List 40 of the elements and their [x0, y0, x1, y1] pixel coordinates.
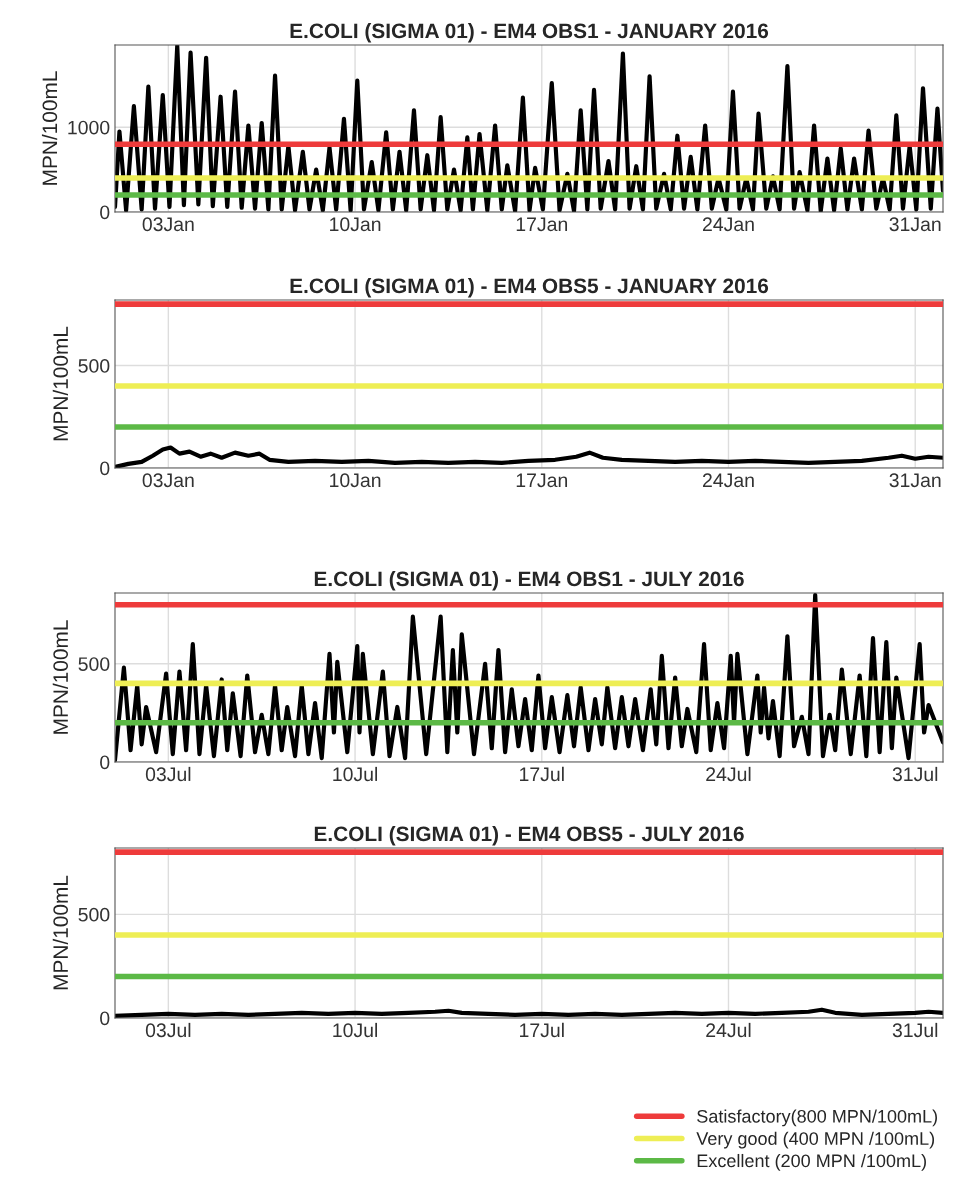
chart-title: E.COLI (SIGMA 01) - EM4 OBS5 - JANUARY 2016 — [290, 277, 769, 298]
x-tick-label: 31Jul — [892, 1022, 938, 1038]
y-axis-title: MPN/100mL — [41, 71, 58, 185]
y-tick-label: 0 — [100, 1011, 110, 1026]
y-tick-label: 0 — [100, 461, 110, 476]
x-tick-label: 10Jul — [333, 766, 378, 782]
x-tick-label: 31Jan — [889, 473, 941, 488]
legend-label: Very good (400 MPN /100mL) — [696, 1131, 935, 1149]
chart-title: E.COLI (SIGMA 01) - EM4 OBS1 - JANUARY 2016 — [290, 22, 769, 43]
y-tick-label: 0 — [100, 205, 110, 220]
y-tick-label: 1000 — [68, 120, 110, 135]
line-series — [115, 593, 943, 762]
y-tick-label: 500 — [78, 359, 110, 373]
y-tick-label: 500 — [78, 657, 110, 671]
chart-title: E.COLI (SIGMA 01) - EM4 OBS5 - JULY 2016 — [314, 825, 744, 846]
x-tick-label: 17Jul — [520, 1022, 564, 1038]
y-tick-label: 500 — [78, 907, 110, 922]
chart-title: E.COLI (SIGMA 01) - EM4 OBS1 - JULY 2016 — [314, 570, 744, 591]
x-tick-label: 17Jan — [516, 217, 568, 232]
x-tick-label: 24Jan — [702, 217, 754, 232]
legend-label: Excellent (200 MPN /100mL) — [697, 1153, 926, 1171]
x-tick-label: 31Jul — [892, 766, 938, 782]
x-tick-label: 24Jul — [706, 766, 751, 782]
x-tick-label: 17Jul — [520, 766, 564, 782]
legend-label: Satisfactory(800 MPN/100mL) — [697, 1109, 937, 1127]
y-axis-title: MPN/100mL — [52, 620, 69, 734]
y-axis-title: MPN/100mL — [52, 875, 69, 990]
x-tick-label: 03Jul — [145, 1022, 191, 1038]
x-tick-label: 24Jan — [702, 473, 754, 488]
x-tick-label: 17Jan — [516, 473, 568, 488]
y-axis-title: MPN/100mL — [52, 326, 69, 441]
y-tick-label: 0 — [100, 755, 110, 770]
x-tick-label: 31Jan — [889, 217, 941, 232]
x-tick-label: 10Jan — [330, 473, 381, 488]
x-tick-label: 03Jan — [142, 217, 194, 232]
x-tick-label: 03Jan — [142, 473, 194, 488]
x-tick-label: 03Jul — [145, 766, 191, 782]
x-tick-label: 10Jul — [333, 1022, 378, 1038]
x-tick-label: 24Jul — [706, 1022, 751, 1038]
x-tick-label: 10Jan — [330, 217, 381, 232]
